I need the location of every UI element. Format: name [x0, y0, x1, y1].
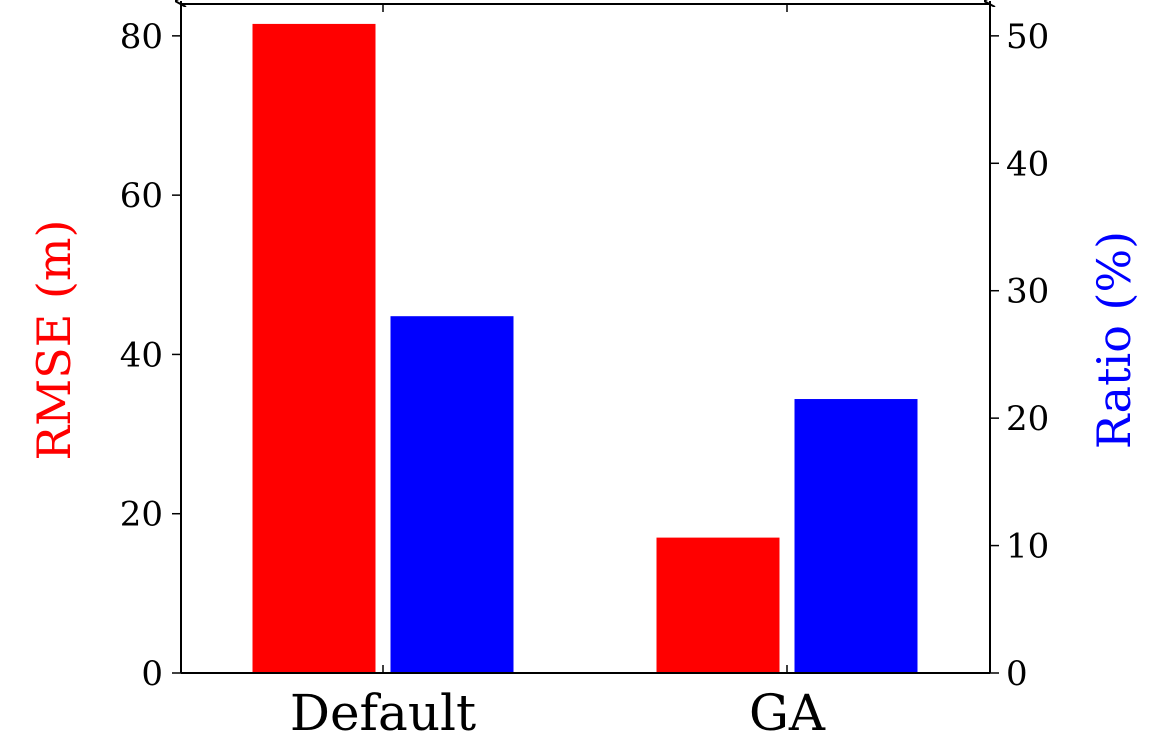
- bars-group: [252, 23, 918, 674]
- left-tick-label: 40: [120, 335, 163, 375]
- right-tick-label: 10: [1006, 527, 1049, 567]
- right-tick-label: 40: [1006, 144, 1049, 184]
- right-tick-label: 30: [1006, 272, 1049, 312]
- bar-default-rmse: [252, 23, 376, 674]
- left-tick-label: 20: [120, 495, 163, 535]
- left-tick-label: 0: [141, 654, 163, 694]
- category-labels-group: Default GA: [290, 684, 826, 742]
- category-label-ga: GA: [749, 684, 826, 742]
- right-tick-label: 20: [1006, 399, 1049, 439]
- right-tick-label: 0: [1006, 654, 1028, 694]
- left-ticks-group: 0 20 40 60 80: [120, 17, 181, 694]
- axes-group: [181, 1, 990, 674]
- right-tick-label: 50: [1006, 17, 1049, 57]
- category-label-default: Default: [290, 684, 476, 742]
- bar-default-ratio: [390, 316, 514, 673]
- bar-ga-rmse: [656, 537, 780, 673]
- bar-ga-ratio: [794, 399, 918, 673]
- left-tick-label: 60: [120, 176, 163, 216]
- left-axis-title: RMSE (m): [27, 220, 81, 461]
- right-ticks-group: 0 10 20 30 40 50: [990, 17, 1049, 694]
- right-axis-title: Ratio (%): [1087, 231, 1141, 449]
- left-tick-label: 80: [120, 17, 163, 57]
